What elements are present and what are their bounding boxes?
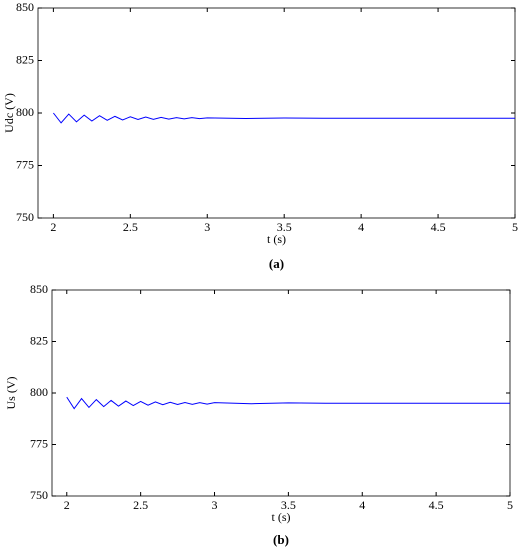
y-tick-label: 850 xyxy=(16,0,34,14)
y-tick-label: 775 xyxy=(16,157,34,171)
x-tick-label: 2 xyxy=(50,220,56,234)
x-tick-label: 5 xyxy=(512,220,518,234)
x-tick-label: 3 xyxy=(204,220,210,234)
x-tick-label: 4 xyxy=(359,498,365,512)
x-tick-label: 2 xyxy=(64,498,70,512)
x-tick-label: 2.5 xyxy=(123,220,138,234)
x-tick-label: 3 xyxy=(212,498,218,512)
x-tick-label: 3.5 xyxy=(277,220,292,234)
y-tick-label: 750 xyxy=(30,488,48,502)
y-tick-label: 825 xyxy=(16,52,34,66)
y-tick-label: 800 xyxy=(16,105,34,119)
x-axis-label: t (s) xyxy=(267,232,286,246)
y-tick-label: 825 xyxy=(30,333,48,347)
data-line xyxy=(66,396,510,410)
y-tick-label: 750 xyxy=(16,210,34,224)
x-tick-label: 4.5 xyxy=(429,498,444,512)
y-tick-label: 850 xyxy=(30,282,48,296)
x-tick-label: 2.5 xyxy=(133,498,148,512)
caption: (a) xyxy=(269,256,284,271)
plot-frame xyxy=(51,289,511,497)
x-tick-label: 3.5 xyxy=(281,498,296,512)
x-tick-label: 4 xyxy=(358,220,364,234)
x-tick-label: 4.5 xyxy=(431,220,446,234)
y-tick-label: 775 xyxy=(30,436,48,450)
y-tick-label: 800 xyxy=(30,385,48,399)
y-axis-label: Us (V) xyxy=(4,377,18,410)
data-line xyxy=(52,112,515,124)
y-axis-label: Udc (V) xyxy=(2,93,16,133)
plot-frame xyxy=(37,7,516,219)
x-tick-label: 5 xyxy=(507,498,513,512)
x-axis-label: t (s) xyxy=(272,510,291,524)
caption: (b) xyxy=(273,532,289,547)
